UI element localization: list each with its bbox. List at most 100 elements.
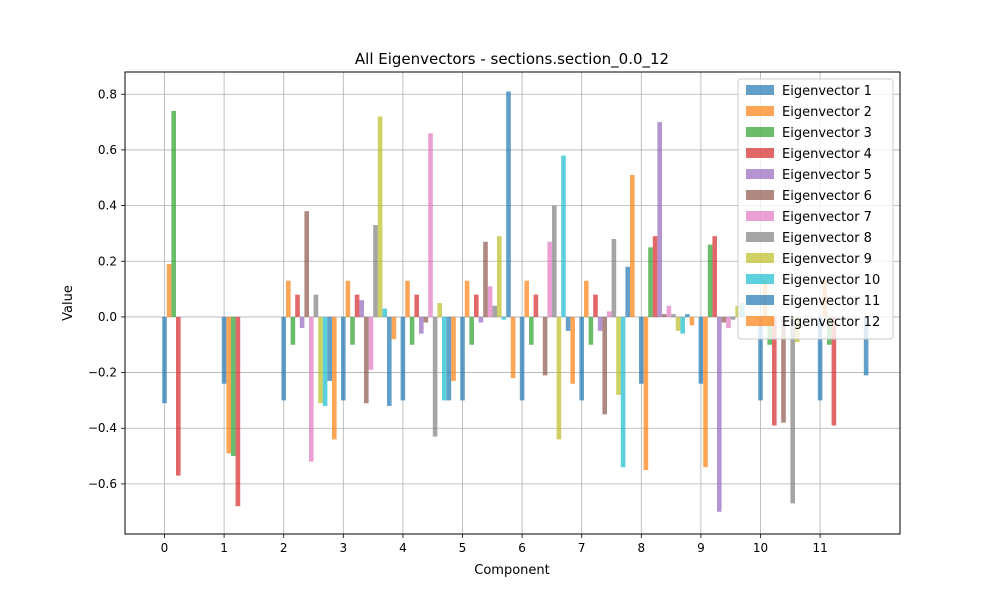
legend-label: Eigenvector 12 [782, 315, 880, 330]
legend-swatch [746, 316, 774, 326]
bar-eigenvector-12-component-6 [570, 316, 575, 384]
bar-eigenvector-1-component-9 [698, 316, 704, 384]
y-tick-label: −0.4 [88, 421, 117, 435]
bar-eigenvector-8-component-4 [432, 316, 438, 437]
bar-eigenvector-4-component-7 [593, 294, 598, 317]
bar-eigenvector-6-component-2 [304, 211, 309, 317]
bar-eigenvector-6-component-4 [423, 316, 429, 323]
bar-eigenvector-6-component-7 [602, 316, 607, 415]
bar-eigenvector-3-component-3 [350, 316, 355, 345]
bar-eigenvector-9-component-8 [675, 316, 681, 331]
x-axis-label: Component [474, 563, 549, 578]
bar-eigenvector-10-component-3 [382, 308, 387, 317]
legend-label: Eigenvector 9 [782, 252, 872, 267]
x-tick-label: 11 [812, 541, 827, 555]
bar-eigenvector-12-component-7 [630, 174, 635, 317]
bar-eigenvector-4-component-4 [414, 294, 419, 317]
bar-eigenvector-5-component-3 [359, 300, 364, 317]
legend-label: Eigenvector 11 [782, 294, 880, 309]
bar-eigenvector-1-component-11 [817, 316, 823, 401]
bar-eigenvector-11-component-6 [565, 316, 571, 331]
bar-eigenvector-11-component-4 [446, 316, 452, 401]
bar-eigenvector-2-component-5 [464, 280, 470, 317]
bar-eigenvector-9-component-6 [556, 316, 562, 440]
legend-label: Eigenvector 8 [782, 231, 872, 246]
bar-eigenvector-1-component-4 [400, 316, 406, 401]
legend-swatch [746, 232, 774, 242]
bar-eigenvector-8-component-9 [730, 316, 736, 320]
bar-eigenvector-7-component-5 [487, 286, 493, 317]
legend-label: Eigenvector 1 [782, 84, 872, 99]
bar-eigenvector-2-component-0 [166, 264, 172, 317]
bar-eigenvector-8-component-3 [373, 225, 378, 317]
bar-eigenvector-5-component-5 [478, 316, 484, 323]
bar-eigenvector-10-component-5 [501, 316, 507, 320]
axis-ticks: 0 1 2 3 4 5 6 7 8 9 10 11 −0.6 −0.4 −0.2 0.0 0.2 0.4 0.6 0.… [88, 87, 828, 555]
bar-eigenvector-12-component-4 [451, 316, 456, 381]
bar-eigenvector-3-component-9 [707, 244, 713, 317]
bar-eigenvector-8-component-10 [790, 316, 795, 504]
bar-eigenvector-4-component-10 [772, 316, 777, 426]
bar-eigenvector-3-component-8 [648, 247, 653, 317]
bar-eigenvector-9-component-3 [377, 116, 383, 317]
bar-eigenvector-1-component-7 [579, 316, 584, 401]
legend-swatch [746, 274, 774, 284]
bar-eigenvector-8-component-6 [552, 205, 557, 317]
bar-eigenvector-7-component-7 [607, 311, 612, 317]
bar-eigenvector-12-component-5 [510, 316, 516, 379]
bar-eigenvector-3-component-0 [171, 110, 176, 317]
bar-eigenvector-6-component-3 [364, 316, 369, 404]
x-tick-label: 9 [697, 541, 705, 555]
bar-eigenvector-10-component-7 [620, 316, 626, 468]
bar-eigenvector-8-component-7 [611, 238, 617, 317]
bar-eigenvector-6-component-9 [721, 316, 727, 323]
x-tick-label: 1 [220, 541, 228, 555]
legend-label: Eigenvector 7 [782, 210, 872, 225]
bar-eigenvector-9-component-2 [318, 316, 323, 404]
bar-eigenvector-5-component-8 [657, 122, 662, 317]
x-tick-label: 7 [578, 541, 586, 555]
legend-swatch [746, 148, 774, 158]
bar-eigenvector-1-component-3 [341, 316, 346, 401]
bar-eigenvector-7-component-6 [547, 241, 552, 317]
bar-eigenvector-12-component-8 [689, 316, 695, 326]
legend-label: Eigenvector 2 [782, 105, 872, 120]
legend: Eigenvector 1 Eigenvector 2 Eigenvector 3 E… [737, 78, 894, 340]
bar-eigenvector-8-component-2 [313, 294, 319, 317]
legend-swatch [746, 106, 774, 116]
bar-eigenvector-2-component-7 [584, 280, 589, 317]
legend-swatch [746, 85, 774, 95]
bar-eigenvector-5-component-9 [717, 316, 722, 512]
bar-eigenvector-12-component-3 [391, 316, 397, 340]
bar-eigenvector-9-component-4 [437, 303, 442, 317]
bar-eigenvector-7-component-2 [309, 316, 314, 462]
bar-eigenvector-2-component-1 [226, 316, 231, 454]
bar-eigenvector-1-component-5 [460, 316, 465, 401]
y-tick-label: −0.6 [88, 477, 117, 491]
bar-eigenvector-10-component-2 [322, 316, 328, 406]
bar-eigenvector-1-component-0 [162, 316, 167, 404]
bar-eigenvector-7-component-9 [726, 316, 731, 329]
x-tick-label: 8 [637, 541, 645, 555]
bar-eigenvector-2-component-3 [345, 280, 351, 317]
x-tick-label: 5 [459, 541, 467, 555]
legend-swatch [746, 127, 774, 137]
bar-eigenvector-4-component-9 [712, 236, 717, 317]
bar-eigenvector-5-component-4 [419, 316, 424, 334]
y-tick-label: 0.2 [98, 254, 117, 268]
bar-eigenvector-4-component-3 [354, 294, 360, 317]
x-tick-label: 10 [753, 541, 768, 555]
legend-swatch [746, 253, 774, 263]
bar-eigenvector-3-component-6 [529, 316, 534, 345]
plot-frame [124, 71, 901, 535]
bar-eigenvector-3-component-5 [469, 316, 474, 345]
y-tick-label: −0.2 [88, 366, 117, 380]
bar-eigenvector-5-component-7 [597, 316, 603, 331]
legend-swatch [746, 169, 774, 179]
x-tick-label: 3 [339, 541, 347, 555]
bar-eigenvector-3-component-7 [588, 316, 594, 345]
bar-eigenvector-10-component-6 [561, 155, 566, 317]
legend-swatch [746, 211, 774, 221]
bar-eigenvector-2-component-9 [703, 316, 708, 468]
bar-eigenvector-12-component-2 [332, 316, 337, 440]
